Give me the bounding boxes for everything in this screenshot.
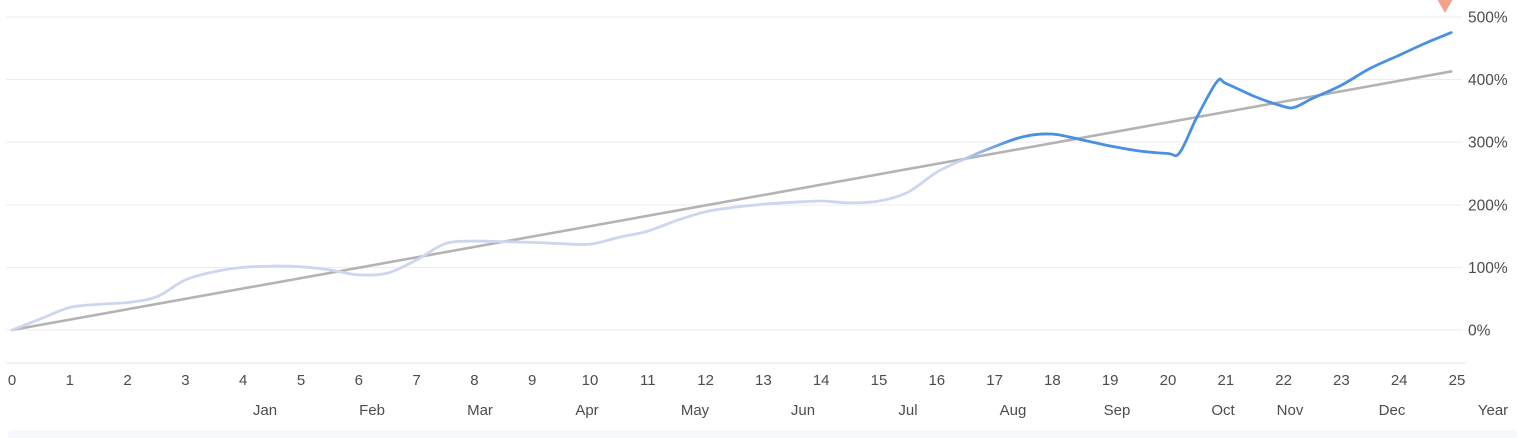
x-tick-label: 2 xyxy=(123,372,131,389)
x-month-label: Nov xyxy=(1277,402,1304,419)
y-tick-label: 300% xyxy=(1468,135,1508,152)
current-position-marker-icon xyxy=(1437,0,1453,13)
x-month-label: Feb xyxy=(359,402,385,419)
x-month-label: May xyxy=(681,402,710,419)
grid-lines xyxy=(6,16,1462,331)
x-tick-label: 12 xyxy=(697,372,714,389)
x-axis-number-labels: 0 1 2 3 4 5 6 7 8 9 10 11 12 13 14 15 16 17 18 19 20 21 22 23 24… xyxy=(8,372,1466,389)
x-tick-label: 10 xyxy=(582,372,599,389)
x-tick-label: 16 xyxy=(928,372,945,389)
x-tick-label: 15 xyxy=(871,372,888,389)
x-tick-label: 18 xyxy=(1044,372,1061,389)
benchmark-line xyxy=(10,70,1453,332)
x-tick-label: 6 xyxy=(355,372,363,389)
y-tick-label: 400% xyxy=(1468,72,1508,89)
x-tick-label: 25 xyxy=(1449,372,1466,389)
x-month-label: Jun xyxy=(791,402,815,419)
x-tick-label: 19 xyxy=(1102,372,1119,389)
x-tick-label: 24 xyxy=(1391,372,1408,389)
x-axis-unit-label: Year xyxy=(1478,402,1508,419)
x-tick-label: 21 xyxy=(1217,372,1234,389)
main-growth-line xyxy=(10,31,1453,332)
x-month-label: Apr xyxy=(575,402,598,419)
x-month-label: Jan xyxy=(253,402,277,419)
x-tick-label: 0 xyxy=(8,372,16,389)
x-tick-label: 1 xyxy=(66,372,74,389)
x-tick-label: 22 xyxy=(1275,372,1292,389)
x-month-label: Dec xyxy=(1379,402,1406,419)
x-tick-label: 8 xyxy=(470,372,478,389)
x-tick-label: 3 xyxy=(181,372,189,389)
x-axis-month-labels: Jan Feb Mar Apr May Jun Jul Aug Sep Oct Nov Dec xyxy=(253,402,1406,419)
x-tick-label: 23 xyxy=(1333,372,1350,389)
x-month-label: Sep xyxy=(1104,402,1131,419)
x-tick-label: 20 xyxy=(1160,372,1177,389)
bottom-panel-edge xyxy=(8,430,1517,438)
x-month-label: Aug xyxy=(1000,402,1027,419)
y-tick-label: 100% xyxy=(1468,260,1508,277)
x-tick-label: 13 xyxy=(755,372,772,389)
x-tick-label: 9 xyxy=(528,372,536,389)
x-tick-label: 7 xyxy=(412,372,420,389)
x-month-label: Mar xyxy=(467,402,493,419)
x-month-label: Oct xyxy=(1211,402,1235,419)
data-series xyxy=(10,31,1453,332)
y-axis-labels: 0% 100% 200% 300% 400% 500% xyxy=(1468,10,1508,340)
y-tick-label: 200% xyxy=(1468,197,1508,214)
x-tick-label: 17 xyxy=(986,372,1003,389)
x-tick-label: 11 xyxy=(640,372,656,389)
y-tick-label: 500% xyxy=(1468,10,1508,27)
x-month-label: Jul xyxy=(898,402,917,419)
x-tick-label: 5 xyxy=(297,372,305,389)
x-tick-label: 14 xyxy=(813,372,830,389)
x-tick-label: 4 xyxy=(239,372,247,389)
y-tick-label: 0% xyxy=(1468,323,1491,340)
